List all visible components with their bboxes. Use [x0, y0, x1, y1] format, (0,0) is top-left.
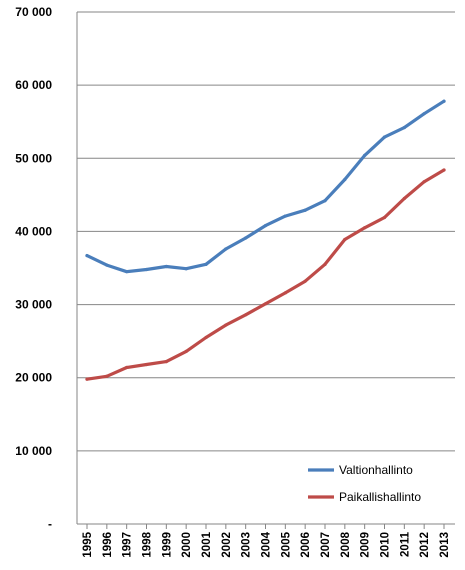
point-paikallishallinto-2003 — [244, 313, 248, 317]
point-valtionhallinto-1995 — [85, 253, 89, 258]
point-paikallishallinto-2006 — [303, 279, 307, 283]
point-valtionhallinto-2001 — [204, 262, 208, 266]
series-lines — [85, 99, 446, 381]
y-tick-label-70000: 70 000 — [15, 5, 52, 19]
y-tick-label-30000: 30 000 — [15, 298, 52, 312]
x-tick-label-2002: 2002 — [221, 532, 233, 558]
point-paikallishallinto-2009 — [363, 226, 367, 230]
x-tick-label-2009: 2009 — [360, 532, 372, 558]
point-valtionhallinto-2003 — [244, 236, 248, 240]
legend-label-valtionhallinto: Valtionhallinto — [339, 463, 413, 477]
point-paikallishallinto-2012 — [422, 180, 426, 184]
legend: Valtionhallinto Paikallishallinto — [308, 463, 421, 504]
point-paikallishallinto-2008 — [343, 237, 347, 242]
point-paikallishallinto-2013 — [442, 168, 446, 172]
x-tick-label-2007: 2007 — [320, 532, 332, 558]
y-tick-label-40000: 40 000 — [15, 224, 52, 238]
point-paikallishallinto-2001 — [204, 335, 208, 340]
x-tick-label-1999: 1999 — [161, 532, 173, 558]
point-paikallishallinto-2011 — [402, 196, 406, 201]
x-tick-label-1996: 1996 — [102, 532, 114, 558]
y-axis-tick-labels: - 10 000 20 000 30 000 40 000 50 000 60 000 70 … — [15, 5, 52, 531]
point-valtionhallinto-2010 — [382, 135, 387, 139]
point-valtionhallinto-1998 — [144, 267, 149, 272]
x-tick-label-2010: 2010 — [380, 532, 392, 558]
x-tick-label-2008: 2008 — [340, 531, 352, 557]
point-paikallishallinto-2004 — [263, 302, 268, 306]
point-paikallishallinto-1997 — [125, 365, 129, 370]
y-tick-label-60000: 60 000 — [15, 78, 52, 92]
point-paikallishallinto-1999 — [164, 360, 168, 364]
point-paikallishallinto-1995 — [85, 377, 89, 381]
x-tick-label-2005: 2005 — [280, 531, 292, 557]
point-paikallishallinto-1998 — [144, 362, 149, 367]
x-tick-label-2006: 2006 — [300, 532, 312, 558]
y-tick-label-10000: 10 000 — [15, 444, 52, 458]
x-tick-label-2000: 2000 — [181, 532, 193, 558]
point-valtionhallinto-2012 — [422, 112, 426, 116]
point-paikallishallinto-2007 — [323, 262, 327, 266]
y-tick-label-20000: 20 000 — [15, 371, 52, 385]
point-paikallishallinto-2010 — [382, 215, 387, 220]
point-valtionhallinto-2005 — [283, 214, 287, 218]
axes — [76, 12, 455, 529]
point-paikallishallinto-1996 — [105, 374, 109, 378]
point-paikallishallinto-2005 — [283, 291, 287, 295]
gridlines — [77, 11, 455, 452]
x-tick-label-2011: 2011 — [399, 531, 411, 557]
point-valtionhallinto-2004 — [263, 223, 268, 228]
point-valtionhallinto-2002 — [224, 247, 228, 251]
x-tick-label-1997: 1997 — [122, 532, 134, 558]
x-tick-label-2013: 2013 — [439, 532, 451, 558]
x-tick-label-2012: 2012 — [419, 532, 431, 558]
point-valtionhallinto-1997 — [125, 270, 129, 274]
x-tick-label-2001: 2001 — [201, 531, 213, 557]
point-valtionhallinto-2008 — [343, 177, 347, 182]
point-valtionhallinto-2011 — [402, 125, 406, 130]
x-tick-label-1998: 1998 — [142, 531, 154, 557]
point-valtionhallinto-2000 — [184, 267, 188, 271]
point-valtionhallinto-2009 — [363, 153, 367, 157]
x-tick-label-2004: 2004 — [261, 531, 273, 557]
point-paikallishallinto-2000 — [184, 349, 188, 353]
point-paikallishallinto-2002 — [224, 323, 228, 327]
legend-label-paikallishallinto: Paikallishallinto — [339, 490, 421, 504]
series-line-valtionhallinto — [85, 99, 446, 274]
x-axis-tick-labels: 1995 1996 1997 1998 1999 2000 2001 2002 2003 2004… — [82, 531, 451, 557]
point-valtionhallinto-2007 — [323, 199, 327, 203]
y-tick-label-0: - — [48, 517, 52, 531]
y-tick-label-50000: 50 000 — [15, 151, 52, 165]
point-valtionhallinto-2006 — [303, 208, 307, 212]
x-tick-label-1995: 1995 — [82, 531, 94, 557]
point-valtionhallinto-1999 — [164, 264, 168, 269]
point-valtionhallinto-2013 — [442, 99, 446, 103]
series-line-paikallishallinto — [85, 168, 446, 381]
point-valtionhallinto-1996 — [105, 263, 109, 267]
x-tick-label-2003: 2003 — [241, 532, 253, 558]
